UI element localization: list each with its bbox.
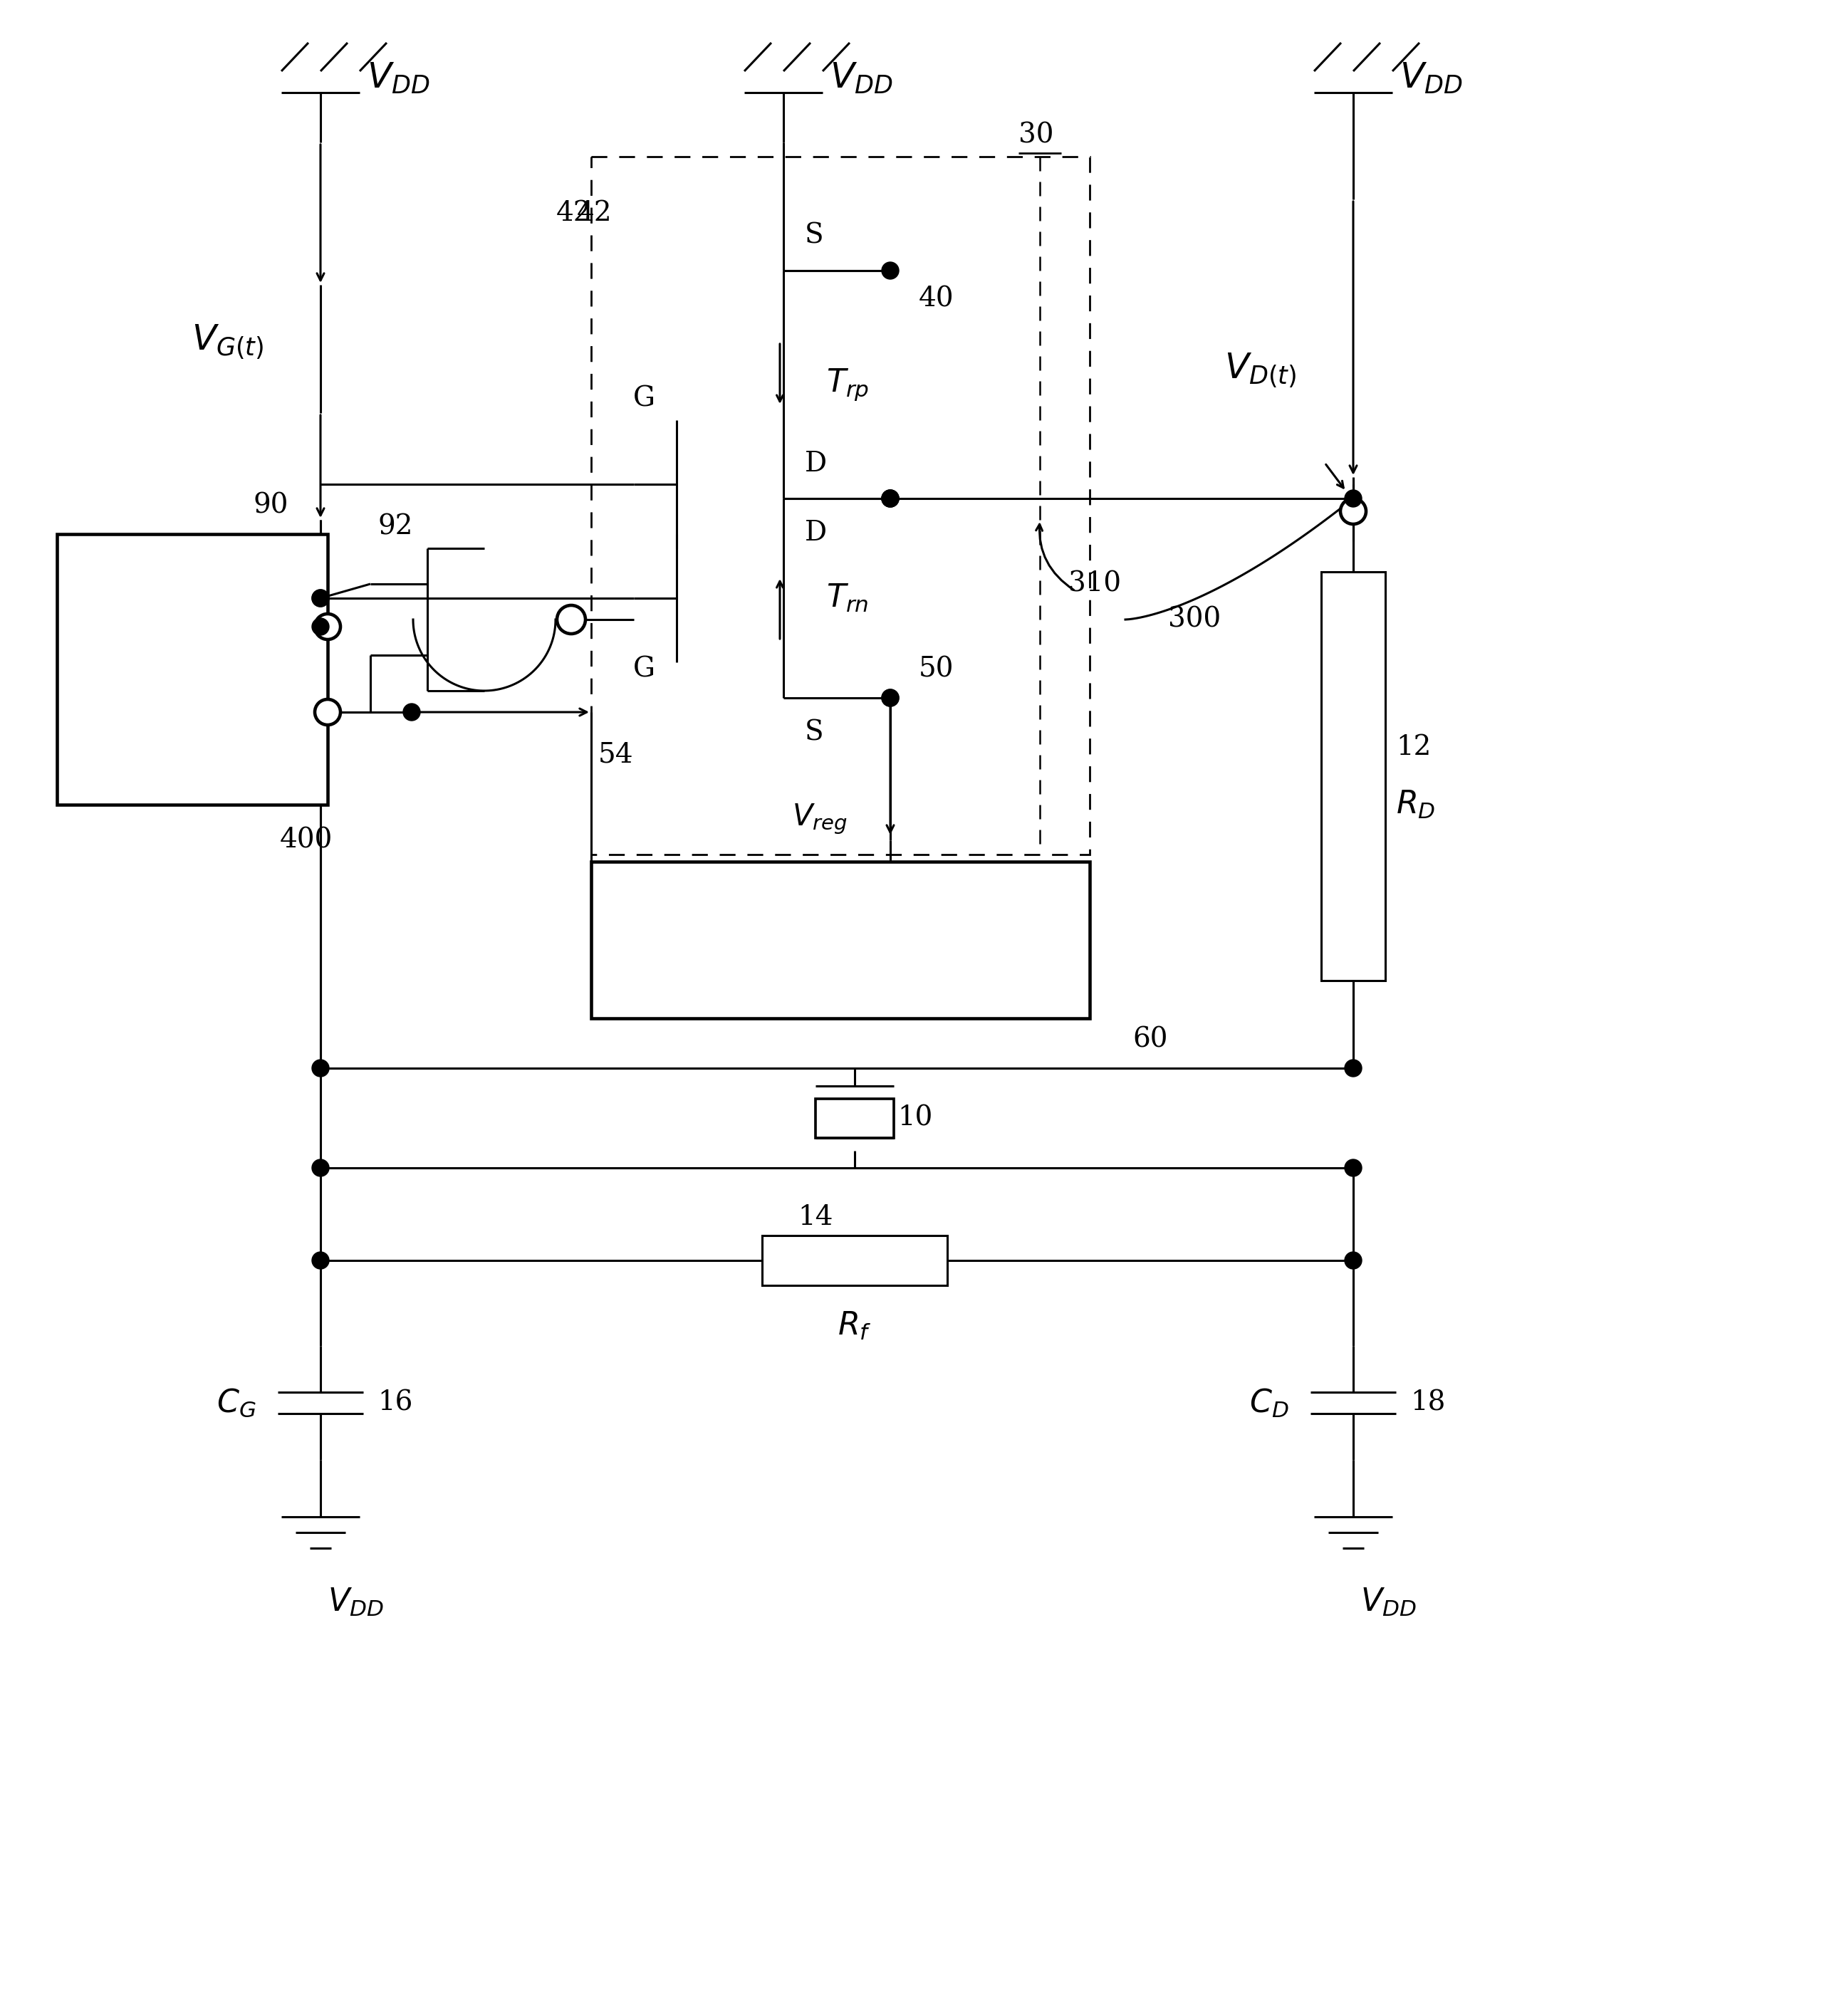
Text: 92: 92 bbox=[378, 514, 412, 540]
Text: 30: 30 bbox=[1018, 123, 1054, 149]
Circle shape bbox=[1344, 1159, 1363, 1177]
Text: $V_{D(t)}$: $V_{D(t)}$ bbox=[1224, 351, 1297, 389]
Bar bbox=[591, 861, 1089, 1018]
Text: $T_{rp}$: $T_{rp}$ bbox=[826, 367, 870, 403]
Bar bbox=[762, 1236, 947, 1286]
Text: POWER SUPPLYING: POWER SUPPLYING bbox=[680, 903, 1000, 933]
Bar bbox=[591, 157, 1089, 855]
Circle shape bbox=[881, 490, 899, 508]
Text: 54: 54 bbox=[598, 742, 633, 768]
Text: 10: 10 bbox=[897, 1105, 932, 1131]
Text: 40: 40 bbox=[919, 286, 954, 312]
Text: 42: 42 bbox=[556, 200, 591, 228]
Text: $V_{DD}$: $V_{DD}$ bbox=[1399, 60, 1463, 97]
Text: 310: 310 bbox=[1069, 571, 1122, 597]
Text: CIRCUIT SECTION: CIRCUIT SECTION bbox=[697, 958, 985, 988]
Text: 42: 42 bbox=[576, 200, 613, 228]
Circle shape bbox=[312, 589, 328, 607]
Text: 90: 90 bbox=[254, 492, 288, 518]
Text: S: S bbox=[804, 224, 824, 250]
Bar bbox=[1321, 573, 1384, 980]
Text: 300: 300 bbox=[1167, 607, 1220, 633]
Text: $V_{DD}$: $V_{DD}$ bbox=[1361, 1587, 1417, 1619]
Text: CONTROL: CONTROL bbox=[119, 617, 266, 643]
Circle shape bbox=[312, 589, 328, 607]
Text: $V_{DD}$: $V_{DD}$ bbox=[830, 60, 892, 97]
Text: $V_{DD}$: $V_{DD}$ bbox=[328, 1587, 383, 1619]
Text: $V_{DD}$: $V_{DD}$ bbox=[367, 60, 430, 97]
Text: 400: 400 bbox=[279, 827, 332, 853]
Text: D: D bbox=[804, 452, 826, 478]
Text: CIRCUIT: CIRCUIT bbox=[130, 659, 254, 687]
Text: G: G bbox=[633, 385, 655, 411]
Text: S: S bbox=[804, 720, 824, 746]
Text: 12: 12 bbox=[1395, 734, 1432, 760]
Text: $C_D$: $C_D$ bbox=[1249, 1387, 1290, 1419]
Circle shape bbox=[881, 689, 899, 706]
Circle shape bbox=[312, 1252, 328, 1268]
Bar bbox=[57, 534, 328, 804]
Text: 60: 60 bbox=[1133, 1026, 1167, 1052]
Bar bbox=[815, 1099, 894, 1137]
Text: $T_{rn}$: $T_{rn}$ bbox=[826, 583, 868, 615]
Text: 18: 18 bbox=[1410, 1389, 1445, 1415]
Text: $R_f$: $R_f$ bbox=[837, 1310, 872, 1343]
Text: $V_{reg}$: $V_{reg}$ bbox=[792, 802, 848, 837]
Circle shape bbox=[881, 490, 899, 508]
Circle shape bbox=[881, 262, 899, 278]
Text: SECTION: SECTION bbox=[124, 702, 259, 730]
Text: 14: 14 bbox=[799, 1204, 834, 1232]
Text: $V_{G(t)}$: $V_{G(t)}$ bbox=[192, 323, 263, 361]
Circle shape bbox=[1344, 1060, 1363, 1077]
Text: 50: 50 bbox=[919, 657, 954, 683]
Text: G: G bbox=[633, 657, 655, 683]
Text: $R_D$: $R_D$ bbox=[1395, 788, 1435, 821]
Circle shape bbox=[312, 1060, 328, 1077]
Circle shape bbox=[316, 613, 341, 639]
Text: $C_G$: $C_G$ bbox=[217, 1387, 257, 1419]
Circle shape bbox=[1344, 1252, 1363, 1268]
Circle shape bbox=[881, 490, 899, 508]
Circle shape bbox=[312, 619, 328, 635]
Circle shape bbox=[556, 605, 586, 633]
Circle shape bbox=[316, 700, 341, 726]
Circle shape bbox=[881, 689, 899, 706]
Circle shape bbox=[1341, 498, 1366, 524]
Text: D: D bbox=[804, 520, 826, 546]
Circle shape bbox=[1344, 490, 1363, 508]
Text: 16: 16 bbox=[378, 1389, 412, 1415]
Circle shape bbox=[312, 1159, 328, 1177]
Circle shape bbox=[403, 704, 420, 720]
